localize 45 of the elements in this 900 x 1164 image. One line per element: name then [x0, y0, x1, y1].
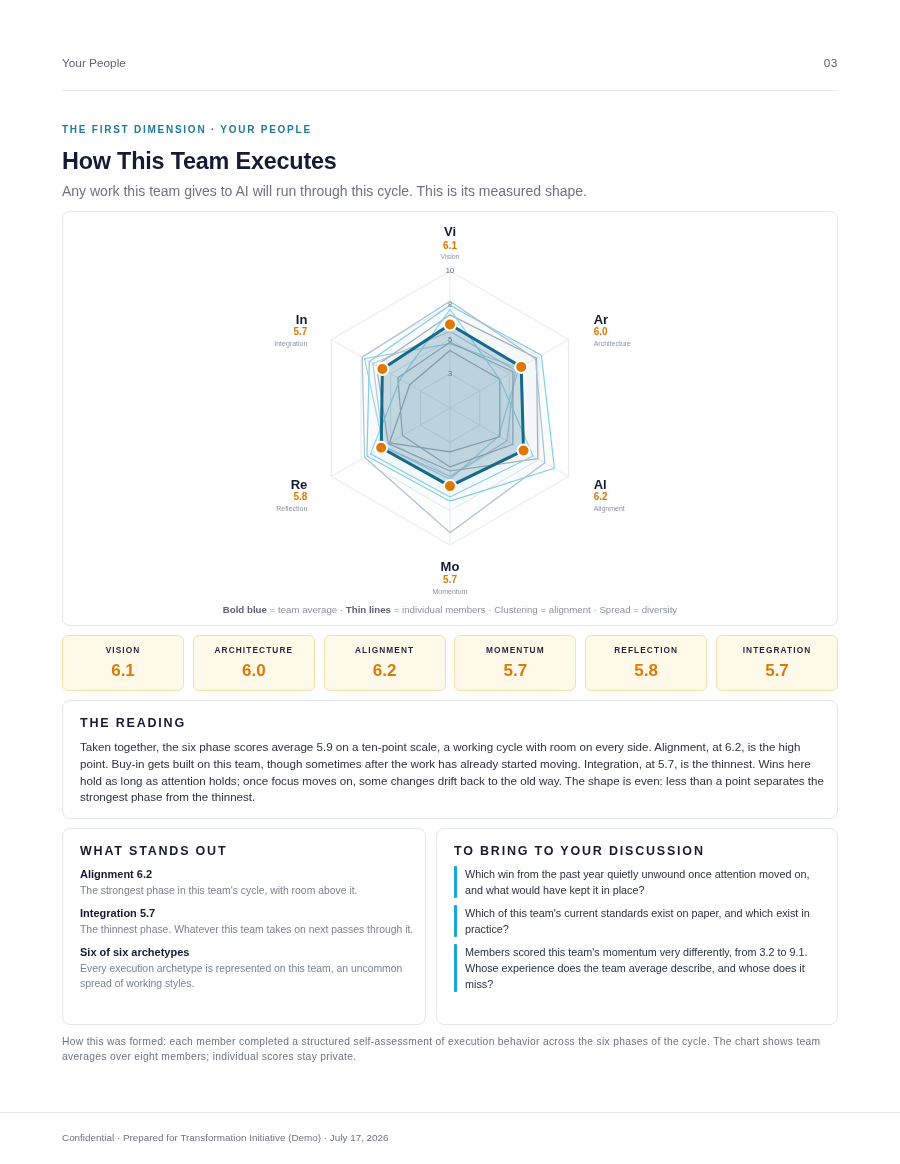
text: 6.2 [593, 491, 608, 502]
text: 5.8 [633, 661, 659, 681]
text: Your People [62, 56, 126, 70]
chart-subtitle: Any work this team gives to AI will run through this cycle. This is its measured shape. [62, 183, 587, 200]
text: 5.7 [443, 574, 457, 585]
text: Al [593, 476, 607, 492]
text: Six of six archetypes [80, 945, 191, 959]
text: Integration 5.7 [80, 906, 157, 920]
text: Every execution archetype is represented on this team, an uncommon spread of working styles. [80, 962, 404, 991]
text: Bold blue = team average · Thin lines = individual members · Clustering = alignment · Spread = diversity [222, 604, 678, 615]
text: 5.7 [293, 326, 308, 337]
text: 6.2 [371, 661, 398, 681]
text: MOMENTUM [485, 645, 546, 656]
text: 6.0 [593, 326, 608, 337]
text: INTEGRATION [741, 645, 813, 656]
text: Confidential · Prepared for Transformation Initiative (Demo) · July 17, 2026 [62, 1132, 389, 1144]
chart-title: How This Team Executes [62, 147, 337, 176]
text: Ar [593, 311, 609, 327]
text: THE READING [80, 716, 186, 731]
text: Mo [440, 559, 460, 574]
text: 5.8 [293, 491, 308, 502]
text: 5.7 [764, 661, 790, 681]
text: Re [290, 476, 308, 492]
text: THE FIRST DIMENSION · YOUR PEOPLE [62, 124, 312, 136]
text: 6.1 [110, 661, 136, 681]
text: Taken together, the six phase scores average 5.9 on a ten-point scale, a working cycle with room on every side. Alignment, at 6.2, is the high point. Buy-in gets built on this team, though sometimes after the work has already started moving. Integration, at 5.7, is the thinnest. Wins here hold as long as attention holds; once focus moves on, some changes drift back to the old way. The shape is even: less than a point separates the strongest phase from the thinnest. [80, 739, 825, 806]
text: REFLECTION [613, 645, 680, 656]
text: Alignment 6.2 [80, 867, 154, 881]
text: Which of this team's current standards exist on paper, and which exist in practice? [465, 907, 810, 935]
text: Members scored this team's momentum very differently, from 3.2 to 9.1. Whose experience does the team average describe, and whose does it miss? [465, 946, 808, 990]
text: Vi [443, 224, 457, 239]
text: 6.1 [443, 239, 457, 251]
text: VISION [104, 645, 142, 656]
text: 6.0 [240, 661, 267, 681]
text: TO BRING TO YOUR DISCUSSION [454, 844, 705, 859]
text: ARCHITECTURE [213, 645, 295, 656]
text: In [295, 311, 308, 327]
text: The strongest phase in this team's cycle, with room above it. [80, 884, 359, 898]
text: ALIGNMENT [354, 645, 416, 656]
text: Which win from the past year quietly unwound once attention moved on, and what would have kept it in place? [465, 868, 810, 896]
text: 5.7 [502, 661, 529, 681]
text: WHAT STANDS OUT [80, 844, 228, 859]
text: How this was formed: each member completed a structured self-assessment of execution behavior across the six phases of the cycle. The chart shows team averages over eight members; individual scores stay private. [62, 1035, 822, 1064]
text: The thinnest phase. Whatever this team takes on next passes through it. [80, 923, 414, 937]
text: 03 [823, 56, 838, 70]
